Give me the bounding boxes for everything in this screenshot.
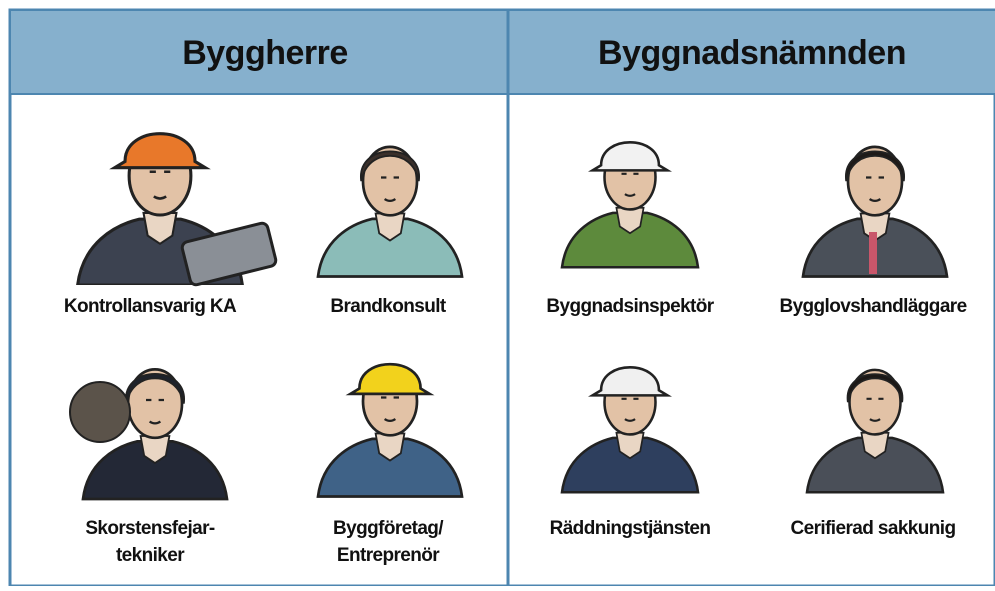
role-label: Kontrollansvarig KA: [64, 296, 237, 317]
role-label: Cerifierad sakkunig: [791, 518, 956, 539]
role-label: Räddningstjänsten: [550, 518, 711, 539]
column-title: Byggherre: [182, 34, 348, 72]
role-label: Brandkonsult: [330, 296, 447, 317]
role-label: Byggföretag/: [333, 518, 444, 539]
role-label: Entreprenör: [337, 545, 440, 566]
brush-icon: [70, 382, 130, 442]
role-label: Bygglovshandläggare: [779, 296, 966, 317]
page: {"columns": [ {"title": "Byggherre", "ro…: [0, 0, 995, 586]
diagram: Byggherre Kontrollansvarig KA Brandkonsult…: [0, 0, 995, 586]
tie-icon: [869, 232, 877, 274]
role-label: tekniker: [116, 545, 185, 566]
role-label: Byggnadsinspektör: [546, 296, 714, 317]
role-label: Skorstensfejar-: [85, 518, 215, 539]
column-title: Byggnadsnämnden: [598, 34, 906, 72]
